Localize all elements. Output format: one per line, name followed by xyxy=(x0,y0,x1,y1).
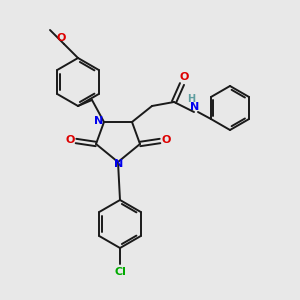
Text: N: N xyxy=(190,102,200,112)
Text: O: O xyxy=(161,135,171,145)
Text: O: O xyxy=(179,72,189,82)
Text: H: H xyxy=(187,94,195,104)
Text: O: O xyxy=(56,33,66,43)
Text: Cl: Cl xyxy=(114,267,126,277)
Text: O: O xyxy=(65,135,75,145)
Text: N: N xyxy=(114,159,124,169)
Text: N: N xyxy=(94,116,103,126)
